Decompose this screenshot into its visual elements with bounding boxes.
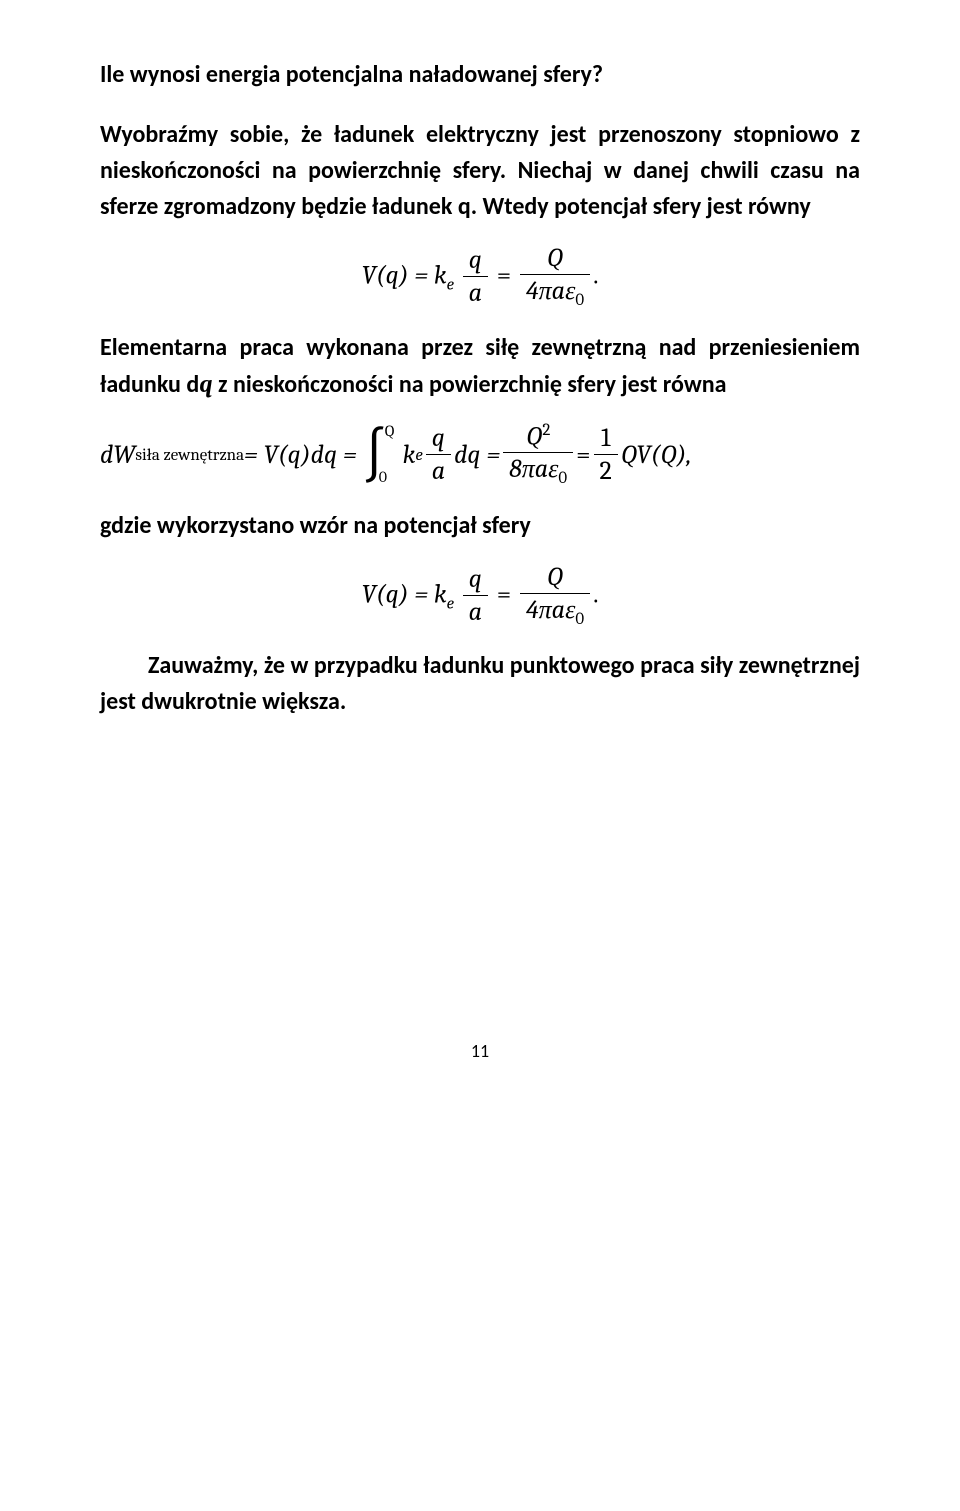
formula-potential-1: V(q) = ke q a = Q 4πaε0 . (100, 243, 860, 312)
para2-q: q (199, 370, 212, 398)
formula1-frac2-den: 4πaε0 (520, 275, 590, 311)
formula2-frac3: 1 2 (594, 423, 618, 488)
formula2-frac2-num: Q2 (503, 421, 573, 454)
formula2-ke-sub: e (415, 446, 422, 465)
formula1-eq: = (497, 260, 517, 290)
formula2-lhs-sub: siła zewnętrzna (135, 446, 244, 465)
integral-lower: 0 (379, 468, 387, 486)
formula1-frac2-den-a: 4πaε (526, 276, 575, 306)
paragraph-1: Wyobraźmy sobie, że ładunek elektryczny … (100, 117, 860, 225)
formula2-frac1-den: a (426, 455, 451, 488)
formula1-ke-sub: e (447, 276, 454, 295)
formula2-frac1-num: q (426, 423, 451, 455)
formula3-frac1-den: a (463, 596, 488, 629)
formula2-frac2-num-sup: 2 (542, 421, 550, 440)
formula2-frac2-den: 8πaε0 (503, 453, 573, 489)
page-number: 11 (100, 1040, 860, 1062)
formula1-lhs: V(q) = k (362, 260, 447, 290)
formula2-frac2-den-sub: 0 (558, 470, 567, 489)
integral-upper: Q (385, 422, 395, 440)
formula3-frac2-num: Q (520, 562, 590, 594)
paragraph-3: gdzie wykorzystano wzór na potencjał sfe… (100, 508, 860, 544)
formula-work: dWsiła zewnętrzna = V(q)dq = ∫ Q 0 ke q … (100, 421, 860, 490)
formula2-lhs-b: = V(q)dq = (244, 440, 357, 470)
formula2-ke: k (403, 440, 416, 470)
formula1-frac1-den: a (463, 277, 488, 310)
formula2-frac2-num-a: Q (526, 421, 542, 451)
formula2-frac1: q a (426, 423, 451, 488)
formula1-frac2-den-sub: 0 (575, 291, 584, 310)
formula2-frac2-den-a: 8πaε (509, 454, 558, 484)
formula3-ke-sub: e (447, 594, 454, 613)
formula3-lhs: V(q) = k (362, 579, 447, 609)
formula2-frac3-num: 1 (594, 423, 618, 455)
formula1-frac2-num: Q (520, 243, 590, 275)
formula2-frac2: Q2 8πaε0 (503, 421, 573, 490)
formula2-tail: QV(Q), (621, 440, 692, 470)
formula3-frac2: Q 4πaε0 (520, 562, 590, 631)
paragraph-4: Zauważmy, że w przypadku ładunku punktow… (100, 648, 860, 720)
formula2-dq: dq = (454, 440, 500, 470)
formula3-tail: . (593, 579, 598, 609)
formula3-frac2-den: 4πaε0 (520, 594, 590, 630)
formula1-frac1-num: q (463, 245, 488, 277)
para2-b: z nieskończoności na powierzchnię sfery … (213, 370, 727, 399)
formula1-frac1: q a (463, 245, 488, 310)
formula3-frac2-den-a: 4πaε (526, 595, 575, 625)
formula3-frac2-den-sub: 0 (575, 610, 584, 629)
formula2-eq2: = (576, 440, 590, 470)
paragraph-2: Elementarna praca wykonana przez siłę ze… (100, 330, 860, 403)
heading-question: Ile wynosi energia potencjalna naładowan… (100, 60, 860, 89)
formula3-eq: = (497, 579, 517, 609)
formula3-frac1-num: q (463, 564, 488, 596)
formula3-frac1: q a (463, 564, 488, 629)
integral-sign: ∫ Q 0 (363, 430, 387, 480)
formula-potential-2: V(q) = ke q a = Q 4πaε0 . (100, 562, 860, 631)
formula2-frac3-den: 2 (594, 455, 618, 488)
formula2-lhs-a: dW (100, 440, 135, 470)
formula1-tail: . (593, 260, 598, 290)
formula1-frac2: Q 4πaε0 (520, 243, 590, 312)
